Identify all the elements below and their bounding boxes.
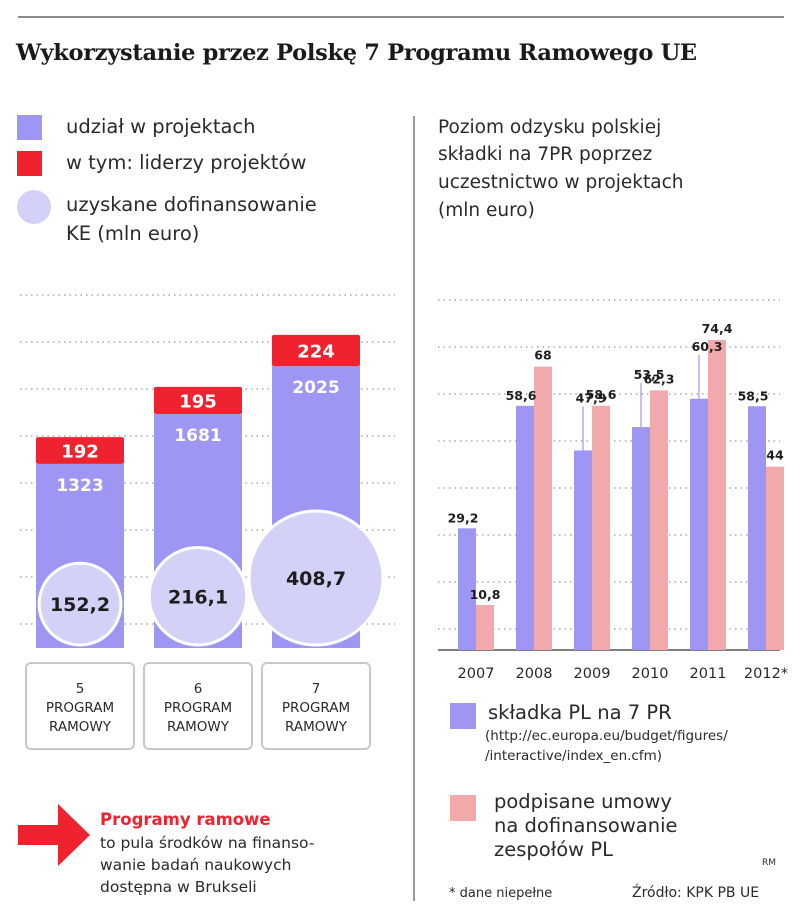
program-type: RAMOWY (285, 719, 348, 735)
funding-value: 216,1 (168, 586, 228, 608)
contribution-bar (690, 398, 708, 650)
contracts-bar (534, 366, 552, 650)
note-line3: dostępna w Brukseli (100, 878, 257, 896)
program-word: PROGRAM (46, 700, 114, 716)
program-label-box (143, 662, 253, 750)
contracts-bar (766, 466, 784, 650)
program-word: PROGRAM (164, 700, 232, 716)
source: Źródło: KPK PB UE (632, 885, 760, 901)
legend-label-contracts-line2: na dofinansowanie (494, 814, 678, 837)
program-label-box (25, 662, 135, 750)
contracts-value: 62,3 (644, 371, 675, 386)
contracts-value: 10,8 (470, 587, 501, 602)
note-heading: Programy ramowe (100, 810, 271, 829)
legend-url-line1: (http://ec.europa.eu/budget/figures/ (485, 728, 728, 744)
legend-label-funding-line2: KE (mln euro) (66, 222, 200, 245)
legend-swatch-leaders (17, 151, 42, 176)
note-line1: to pula środków na finanso- (100, 834, 315, 852)
contribution-bar (748, 406, 766, 650)
year-tick-label: 2011 (690, 666, 727, 682)
contracts-bar (650, 390, 668, 650)
contribution-bar (632, 427, 650, 650)
leaders-value: 192 (61, 441, 99, 462)
legend-label-contribution: składka PL na 7 PR (488, 701, 672, 724)
contribution-value: 60,3 (692, 339, 723, 354)
contribution-bar (458, 528, 476, 650)
legend-label-contracts-line3: zespołów PL (494, 838, 613, 861)
legend-swatch-funding (17, 190, 51, 224)
funding-value: 152,2 (50, 594, 110, 616)
recovery-chart: 29,210,8200758,668200847,958,6200953,562… (438, 299, 788, 682)
program-type: RAMOWY (167, 719, 230, 735)
legend-url-line2: /interactive/index_en.cfm) (485, 748, 663, 764)
legend-label-contracts-line1: podpisane umowy (494, 790, 672, 813)
column-divider (413, 116, 415, 901)
author-initials: RM (762, 858, 777, 868)
program-number: 7 (312, 681, 321, 697)
contribution-value: 29,2 (448, 510, 479, 525)
contracts-bar (592, 405, 610, 650)
program-word: PROGRAM (282, 700, 350, 716)
program-type: RAMOWY (49, 719, 112, 735)
contribution-bar (574, 450, 592, 650)
contracts-value: 58,6 (586, 387, 617, 402)
funding-circle (147, 546, 249, 647)
contribution-bar (516, 405, 534, 650)
contracts-value: 44 (766, 448, 784, 463)
contribution-value: 58,6 (506, 388, 537, 403)
legend-label-funding-line1: uzyskane dofinansowanie (66, 193, 317, 216)
year-tick-label: 2009 (574, 666, 611, 682)
top-rule (18, 16, 784, 18)
contracts-value: 74,4 (702, 321, 733, 336)
program-number: 6 (194, 681, 203, 697)
page-title: Wykorzystanie przez Polskę 7 Programu Ra… (16, 40, 697, 66)
footnote: * dane niepełne (449, 886, 553, 901)
contracts-bar (476, 605, 494, 650)
contribution-value: 53,5 (634, 367, 665, 382)
legend-label-participation: udział w projektach (66, 115, 256, 138)
contribution-value: 47,9 (576, 390, 607, 405)
leaders-bar (272, 334, 360, 367)
contracts-bar (708, 340, 726, 650)
legend-label-leaders: w tym: liderzy projektów (66, 151, 307, 174)
participation-value: 2025 (292, 378, 339, 398)
leaders-bar (154, 386, 242, 414)
arrow-icon (18, 804, 90, 866)
participation-value: 1681 (174, 426, 221, 446)
contribution-value: 58,5 (738, 388, 769, 403)
participation-value: 1323 (56, 476, 103, 496)
program-label-box (261, 662, 371, 750)
year-tick-label: 2008 (516, 666, 553, 682)
legend-swatch-contribution (450, 703, 476, 729)
legend-swatch-contracts (450, 795, 476, 821)
funding-value: 408,7 (286, 568, 346, 590)
right-heading-line3: uczestnictwo w projektach (438, 172, 684, 193)
right-heading-line4: (mln euro) (438, 200, 535, 221)
right-heading-line2: składki na 7PR poprzez (438, 144, 653, 165)
funding-circle (247, 509, 385, 647)
note-line2: wanie badań naukowych (100, 856, 292, 874)
leaders-value: 224 (297, 341, 335, 362)
funding-circle (37, 561, 123, 647)
program-number: 5 (76, 681, 85, 697)
legend-swatch-participation (17, 115, 42, 140)
leaders-value: 195 (179, 391, 217, 412)
contracts-value: 68 (534, 348, 551, 363)
programs-chart: 192 1323 152,2 5 PROGRAM RAMOWY 195 1681 216,1 6 P… (20, 294, 395, 750)
year-tick-label: 2012* (744, 666, 788, 682)
right-heading-line1: Poziom odzysku polskiej (438, 117, 662, 138)
leaders-bar (36, 437, 124, 464)
year-tick-label: 2007 (458, 666, 495, 682)
year-tick-label: 2010 (632, 666, 669, 682)
